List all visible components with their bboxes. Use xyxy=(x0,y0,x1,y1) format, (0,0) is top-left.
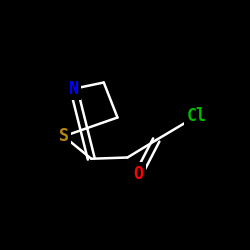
Text: S: S xyxy=(59,127,69,145)
Text: N: N xyxy=(69,80,79,98)
Text: O: O xyxy=(134,165,144,183)
Text: Cl: Cl xyxy=(186,107,206,125)
